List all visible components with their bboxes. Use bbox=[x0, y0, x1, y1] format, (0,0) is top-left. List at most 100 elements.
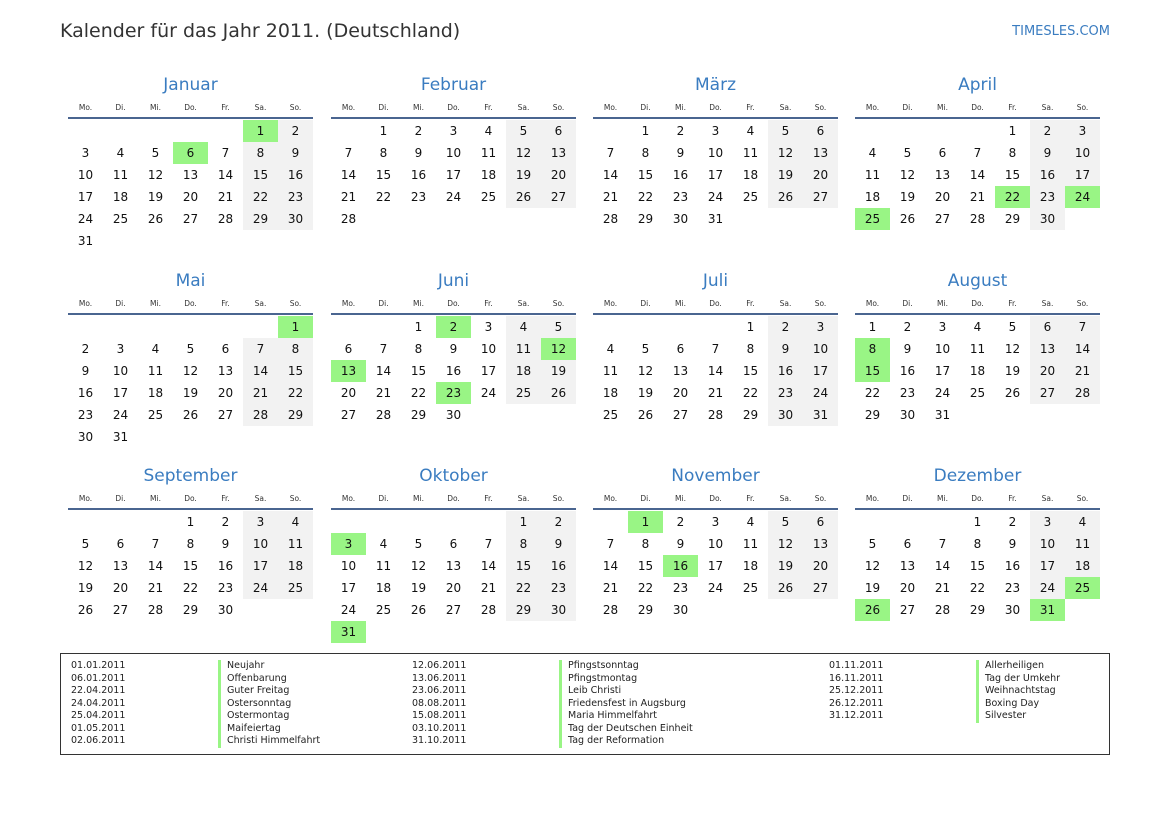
day[interactable]: 7 bbox=[243, 338, 278, 360]
day[interactable]: 9 bbox=[768, 338, 803, 360]
day[interactable]: 19 bbox=[506, 164, 541, 186]
day[interactable]: 25 bbox=[602, 408, 619, 422]
day[interactable]: 29 bbox=[1004, 212, 1021, 226]
day[interactable]: 12 bbox=[1004, 342, 1021, 356]
day[interactable]: 30 bbox=[672, 603, 689, 617]
day[interactable]: 27 bbox=[672, 408, 689, 422]
day[interactable]: 5 bbox=[641, 342, 650, 356]
day[interactable]: 12 bbox=[147, 168, 164, 182]
day[interactable]: 8 bbox=[379, 146, 388, 160]
day[interactable]: 11 bbox=[742, 146, 759, 160]
day[interactable]: 28 bbox=[217, 212, 234, 226]
day[interactable]: 24 bbox=[243, 577, 278, 599]
day[interactable]: 26 bbox=[637, 408, 654, 422]
day[interactable]: 11 bbox=[1065, 533, 1100, 555]
day[interactable]: 8 bbox=[243, 142, 278, 164]
day[interactable]: 1 bbox=[641, 124, 650, 138]
day[interactable]: 12 bbox=[899, 168, 916, 182]
day[interactable]: 18 bbox=[969, 364, 986, 378]
day[interactable]: 22 bbox=[506, 577, 541, 599]
day[interactable]: 17 bbox=[934, 364, 951, 378]
day[interactable]: 18 bbox=[480, 168, 497, 182]
day[interactable]: 21 bbox=[340, 190, 357, 204]
holiday-day[interactable]: 1 bbox=[628, 511, 663, 533]
day[interactable]: 15 bbox=[278, 360, 313, 382]
day[interactable]: 21 bbox=[375, 386, 392, 400]
day[interactable]: 5 bbox=[186, 342, 195, 356]
day[interactable]: 5 bbox=[151, 146, 160, 160]
day[interactable]: 20 bbox=[803, 164, 838, 186]
day[interactable]: 4 bbox=[973, 320, 982, 334]
day[interactable]: 30 bbox=[217, 603, 234, 617]
day[interactable]: 7 bbox=[221, 146, 230, 160]
day[interactable]: 22 bbox=[375, 190, 392, 204]
day[interactable]: 10 bbox=[112, 364, 129, 378]
day[interactable]: 14 bbox=[707, 364, 724, 378]
day[interactable]: 29 bbox=[637, 603, 654, 617]
day[interactable]: 26 bbox=[147, 212, 164, 226]
day[interactable]: 11 bbox=[864, 168, 881, 182]
day[interactable]: 25 bbox=[112, 212, 129, 226]
day[interactable]: 6 bbox=[541, 120, 576, 142]
holiday-day[interactable]: 6 bbox=[173, 142, 208, 164]
day[interactable]: 17 bbox=[340, 581, 357, 595]
day[interactable]: 9 bbox=[449, 342, 458, 356]
day[interactable]: 12 bbox=[410, 559, 427, 573]
day[interactable]: 30 bbox=[541, 599, 576, 621]
holiday-day[interactable]: 24 bbox=[1065, 186, 1100, 208]
day[interactable]: 11 bbox=[147, 364, 164, 378]
day[interactable]: 10 bbox=[445, 146, 462, 160]
day[interactable]: 10 bbox=[480, 342, 497, 356]
day[interactable]: 11 bbox=[506, 338, 541, 360]
day[interactable]: 12 bbox=[637, 364, 654, 378]
day[interactable]: 16 bbox=[217, 559, 234, 573]
day[interactable]: 13 bbox=[445, 559, 462, 573]
day[interactable]: 4 bbox=[151, 342, 160, 356]
day[interactable]: 25 bbox=[969, 386, 986, 400]
holiday-day[interactable]: 25 bbox=[1065, 577, 1100, 599]
day[interactable]: 28 bbox=[934, 603, 951, 617]
day[interactable]: 21 bbox=[602, 581, 619, 595]
day[interactable]: 6 bbox=[1030, 316, 1065, 338]
day[interactable]: 11 bbox=[375, 559, 392, 573]
day[interactable]: 12 bbox=[768, 142, 803, 164]
day[interactable]: 23 bbox=[217, 581, 234, 595]
day[interactable]: 18 bbox=[742, 168, 759, 182]
day[interactable]: 22 bbox=[637, 581, 654, 595]
day[interactable]: 19 bbox=[899, 190, 916, 204]
day[interactable]: 20 bbox=[899, 581, 916, 595]
day[interactable]: 22 bbox=[410, 386, 427, 400]
day[interactable]: 9 bbox=[414, 146, 423, 160]
day[interactable]: 10 bbox=[1030, 533, 1065, 555]
day[interactable]: 28 bbox=[340, 212, 357, 226]
day[interactable]: 5 bbox=[81, 537, 90, 551]
day[interactable]: 9 bbox=[221, 537, 230, 551]
day[interactable]: 26 bbox=[899, 212, 916, 226]
day[interactable]: 12 bbox=[506, 142, 541, 164]
day[interactable]: 28 bbox=[969, 212, 986, 226]
day[interactable]: 18 bbox=[375, 581, 392, 595]
day[interactable]: 31 bbox=[77, 234, 94, 248]
day[interactable]: 27 bbox=[803, 577, 838, 599]
day[interactable]: 2 bbox=[1008, 515, 1017, 529]
day[interactable]: 25 bbox=[375, 603, 392, 617]
day[interactable]: 30 bbox=[278, 208, 313, 230]
day[interactable]: 26 bbox=[541, 382, 576, 404]
day[interactable]: 15 bbox=[637, 559, 654, 573]
day[interactable]: 18 bbox=[742, 559, 759, 573]
day[interactable]: 8 bbox=[641, 537, 650, 551]
day[interactable]: 31 bbox=[112, 430, 129, 444]
day[interactable]: 5 bbox=[541, 316, 576, 338]
day[interactable]: 27 bbox=[541, 186, 576, 208]
day[interactable]: 13 bbox=[803, 142, 838, 164]
day[interactable]: 6 bbox=[903, 537, 912, 551]
day[interactable]: 8 bbox=[1008, 146, 1017, 160]
day[interactable]: 23 bbox=[899, 386, 916, 400]
day[interactable]: 2 bbox=[81, 342, 90, 356]
day[interactable]: 2 bbox=[414, 124, 423, 138]
day[interactable]: 2 bbox=[903, 320, 912, 334]
day[interactable]: 17 bbox=[243, 555, 278, 577]
day[interactable]: 21 bbox=[1065, 360, 1100, 382]
day[interactable]: 15 bbox=[742, 364, 759, 378]
day[interactable]: 24 bbox=[340, 603, 357, 617]
